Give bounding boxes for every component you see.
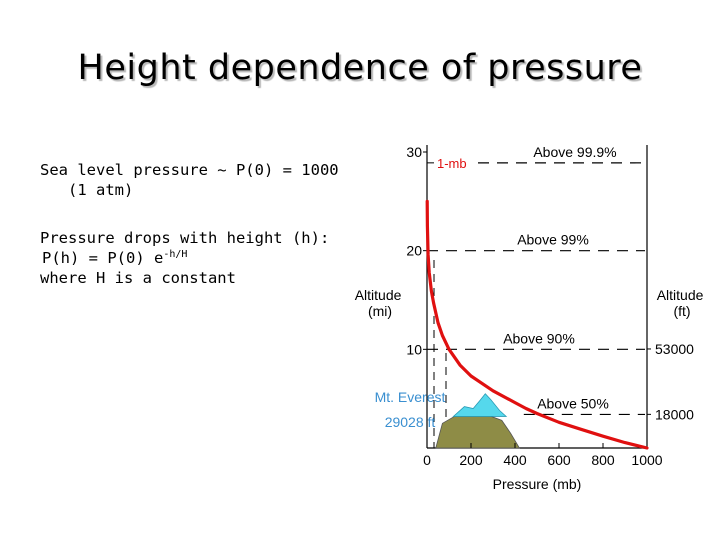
formula-exponent: -h/H — [163, 249, 188, 260]
y-tick-label-right: 18000 — [655, 406, 694, 422]
axis-ticks: 0 200 400 600 800 1000 10 20 30 18000 53000 — [406, 144, 694, 468]
y-axis-label-right: Altitude (ft) — [657, 287, 708, 319]
one-mb-marker-label: 1-mb — [437, 156, 467, 171]
x-tick-label: 400 — [503, 452, 527, 468]
x-tick-label: 0 — [423, 452, 431, 468]
reference-label: Above 90% — [503, 330, 575, 346]
bullet-sea-level-line1: Sea level pressure ~ P(0) = 1000 — [40, 161, 339, 179]
formula-base: P(h) = P(0) e — [42, 249, 164, 267]
mountain-snowcap — [452, 393, 508, 417]
bullet-formula: P(h) = P(0) e-h/H — [40, 248, 360, 268]
slide-title: Height dependence of pressure — [77, 48, 643, 88]
x-axis-label: Pressure (mb) — [493, 476, 582, 492]
bullet-text-block: Sea level pressure ~ P(0) = 1000 (1 atm)… — [40, 160, 360, 288]
bullet-pressure-drops-line1: Pressure drops with height (h): — [40, 229, 330, 247]
bullet-sea-level-line2: (1 atm) — [68, 181, 134, 199]
pressure-altitude-chart: 1-mb Above 99.9% Above 99% Above 90% Above 5… — [355, 144, 708, 492]
reference-label: Above 99% — [517, 232, 589, 248]
everest-label-line2: 29028 ft — [385, 414, 436, 430]
mountain-body — [435, 412, 521, 449]
reference-label: Above 99.9% — [533, 144, 616, 160]
y-tick-label-left: 30 — [406, 144, 422, 160]
everest-label-line1: Mt. Everest — [375, 389, 446, 405]
y-tick-label-left: 10 — [406, 341, 422, 357]
y-tick-label-left: 20 — [406, 243, 422, 259]
mt-everest-illustration — [435, 393, 521, 449]
reference-lines: 1-mb Above 99.9% Above 99% Above 90% Above 5… — [427, 144, 645, 416]
y-axis-label-left: Altitude (mi) — [355, 287, 406, 319]
x-tick-label: 200 — [459, 452, 483, 468]
reference-label: Above 50% — [537, 395, 609, 411]
y-tick-label-right: 53000 — [655, 341, 694, 357]
x-tick-label: 800 — [591, 452, 615, 468]
x-tick-label: 1000 — [631, 452, 662, 468]
x-tick-label: 600 — [547, 452, 571, 468]
pressure-curve — [425, 199, 649, 450]
bullet-constant-line: where H is a constant — [40, 269, 236, 287]
